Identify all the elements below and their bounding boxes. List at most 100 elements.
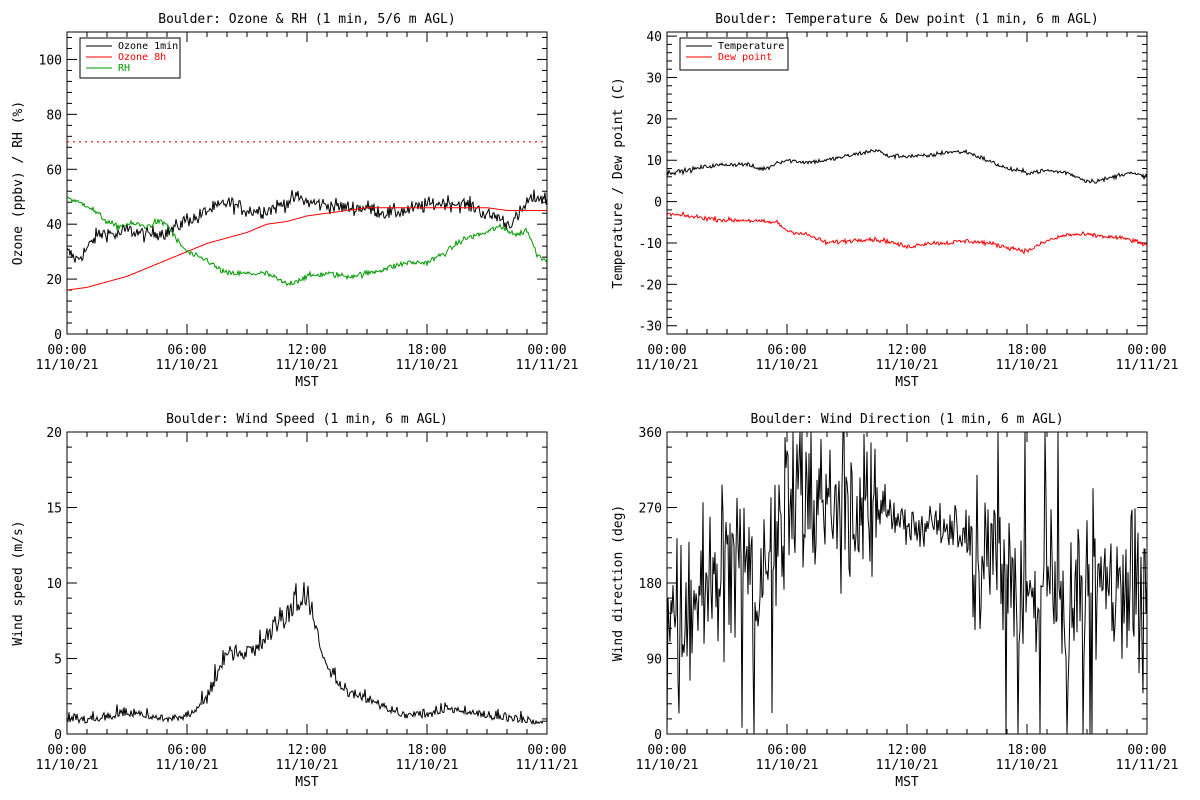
y-tick-label: 100 xyxy=(39,53,62,68)
legend-label: RH xyxy=(118,63,130,74)
series-line-ozone-8h xyxy=(67,207,547,291)
x-tick-time: 00:00 xyxy=(647,343,686,358)
x-tick-time: 00:00 xyxy=(527,343,566,358)
y-tick-label: 20 xyxy=(46,426,62,441)
y-tick-label: 40 xyxy=(646,30,662,45)
y-tick-label: 180 xyxy=(639,577,662,592)
x-axis-title: MST xyxy=(295,375,319,390)
x-tick-date: 11/10/21 xyxy=(756,758,819,773)
y-tick-label: -20 xyxy=(639,278,662,293)
x-tick-date: 11/10/21 xyxy=(36,758,99,773)
chart-title: Boulder: Temperature & Dew point (1 min,… xyxy=(715,12,1099,27)
x-tick-time: 06:00 xyxy=(767,343,806,358)
x-tick-time: 18:00 xyxy=(1007,743,1046,758)
legend-label: Ozone 8h xyxy=(118,52,166,63)
x-tick-date: 11/10/21 xyxy=(156,358,219,373)
y-tick-label: 0 xyxy=(654,728,662,743)
chart-title: Boulder: Ozone & RH (1 min, 5/6 m AGL) xyxy=(158,12,455,27)
x-tick-time: 12:00 xyxy=(887,743,926,758)
plot-area xyxy=(667,148,1147,255)
series-line-rh xyxy=(67,196,547,287)
legend-box xyxy=(679,37,789,71)
y-tick-label: 80 xyxy=(46,108,62,123)
x-tick-time: 00:00 xyxy=(47,743,86,758)
x-tick-time: 12:00 xyxy=(287,343,326,358)
series-line-dew-point xyxy=(667,210,1147,255)
x-tick-date: 11/10/21 xyxy=(876,358,939,373)
x-tick-time: 00:00 xyxy=(527,743,566,758)
x-tick-time: 06:00 xyxy=(167,743,206,758)
x-tick-date: 11/10/21 xyxy=(876,758,939,773)
plot-area xyxy=(67,141,547,291)
y-axis-title: Temperature / Dew point (C) xyxy=(611,77,626,288)
x-tick-time: 00:00 xyxy=(1127,343,1166,358)
y-tick-label: -30 xyxy=(639,320,662,335)
x-tick-date: 11/11/21 xyxy=(1116,758,1179,773)
x-tick-date: 11/10/21 xyxy=(636,758,699,773)
y-tick-label: 60 xyxy=(46,163,62,178)
x-tick-time: 18:00 xyxy=(407,743,446,758)
plot-area xyxy=(667,432,1147,734)
x-tick-date: 11/10/21 xyxy=(36,358,99,373)
legend-label: Dew point xyxy=(718,52,772,63)
series-line-data-0 xyxy=(667,432,1147,734)
x-tick-time: 06:00 xyxy=(167,343,206,358)
y-tick-label: 15 xyxy=(46,502,62,517)
chart-panel-2: Boulder: Wind Speed (1 min, 6 m AGL) 0 5 10… xyxy=(11,412,578,790)
x-tick-time: 12:00 xyxy=(887,343,926,358)
x-axis-title: MST xyxy=(895,375,919,390)
x-tick-date: 11/10/21 xyxy=(396,758,459,773)
x-tick-date: 11/10/21 xyxy=(276,358,339,373)
x-tick-time: 12:00 xyxy=(287,743,326,758)
y-tick-label: 10 xyxy=(646,154,662,169)
y-tick-label: 40 xyxy=(46,218,62,233)
x-tick-time: 00:00 xyxy=(47,343,86,358)
legend-box xyxy=(79,37,181,79)
plot-frame xyxy=(666,31,1148,335)
plot-area xyxy=(67,582,547,725)
x-tick-time: 00:00 xyxy=(1127,743,1166,758)
x-tick-date: 11/10/21 xyxy=(396,358,459,373)
x-tick-date: 11/10/21 xyxy=(756,358,819,373)
chart-panel-0: Boulder: Ozone & RH (1 min, 5/6 m AGL) 0 2… xyxy=(11,12,578,390)
y-axis-title: Wind speed (m/s) xyxy=(11,520,26,645)
x-tick-time: 00:00 xyxy=(647,743,686,758)
chart-title: Boulder: Wind Direction (1 min, 6 m AGL) xyxy=(750,412,1063,427)
x-axis-title: MST xyxy=(295,775,319,790)
legend-label: Ozone 1min xyxy=(118,41,178,52)
series-line-temperature xyxy=(667,148,1147,184)
y-tick-label: 0 xyxy=(54,328,62,343)
y-tick-label: 20 xyxy=(646,113,662,128)
x-tick-time: 18:00 xyxy=(1007,343,1046,358)
chart-panel-3: Boulder: Wind Direction (1 min, 6 m AGL)… xyxy=(611,412,1178,790)
y-axis-title: Ozone (ppbv) / RH (%) xyxy=(11,101,26,265)
plot-frame xyxy=(66,431,548,735)
x-tick-date: 11/10/21 xyxy=(156,758,219,773)
x-tick-date: 11/11/21 xyxy=(516,358,579,373)
y-tick-label: 0 xyxy=(54,728,62,743)
chart-panel-1: Boulder: Temperature & Dew point (1 min,… xyxy=(611,12,1178,390)
y-tick-label: 20 xyxy=(46,273,62,288)
x-tick-date: 11/10/21 xyxy=(636,358,699,373)
y-tick-label: 0 xyxy=(654,196,662,211)
x-tick-date: 11/11/21 xyxy=(516,758,579,773)
x-tick-time: 18:00 xyxy=(407,343,446,358)
y-axis-title: Wind direction (deg) xyxy=(611,505,626,662)
legend-label: Temperature xyxy=(718,41,784,52)
y-tick-label: 30 xyxy=(646,72,662,87)
chart-title: Boulder: Wind Speed (1 min, 6 m AGL) xyxy=(166,412,448,427)
x-tick-time: 06:00 xyxy=(767,743,806,758)
y-tick-label: 90 xyxy=(646,653,662,668)
x-tick-date: 11/10/21 xyxy=(276,758,339,773)
x-tick-date: 11/10/21 xyxy=(996,758,1059,773)
x-axis-title: MST xyxy=(895,775,919,790)
y-tick-label: 270 xyxy=(639,502,662,517)
series-line-ozone-1min xyxy=(67,189,547,263)
y-tick-label: 5 xyxy=(54,653,62,668)
x-tick-date: 11/11/21 xyxy=(1116,358,1179,373)
series-line-data-0 xyxy=(67,582,547,725)
